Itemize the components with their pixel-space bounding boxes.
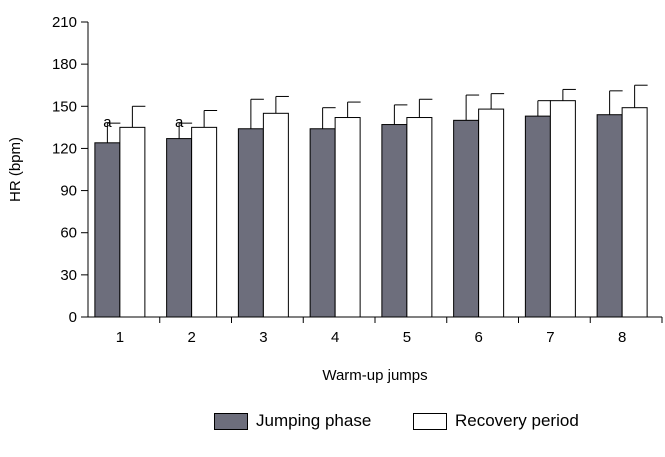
bar-recovery-period — [406, 117, 433, 318]
annotation-label: a — [175, 114, 184, 131]
x-tick-label: 3 — [259, 329, 267, 346]
chart: 0 30 60 90 120 150 180 210 HR (bpm) 1 2 3 4 5 6 7 8 a a War… — [7, 14, 663, 384]
bar-jumping-phase — [309, 128, 336, 318]
x-tick-label: 5 — [403, 329, 411, 346]
y-tick-label: 210 — [52, 14, 77, 31]
bar-jumping-phase — [94, 142, 121, 318]
bar-recovery-period — [334, 117, 361, 318]
bar-jumping-phase — [596, 114, 623, 318]
x-tick-label: 7 — [546, 329, 554, 346]
bar-jumping-phase — [166, 138, 193, 318]
bar-jumping-phase — [237, 128, 264, 318]
legend-label-jumping-phase: Jumping phase — [256, 411, 372, 430]
y-tick-label: 0 — [69, 309, 77, 326]
bar-recovery-period — [549, 100, 576, 318]
bar-jumping-phase — [453, 119, 480, 318]
bar-recovery-period — [119, 126, 146, 318]
y-tick-label: 150 — [52, 98, 77, 115]
bar-recovery-period — [621, 107, 648, 318]
y-tick-label: 120 — [52, 140, 77, 157]
x-axis-title: Warm-up jumps — [322, 367, 427, 384]
y-tick-label: 180 — [52, 56, 77, 73]
bar-recovery-period — [191, 126, 218, 318]
legend-swatch-recovery-period — [413, 412, 447, 430]
legend: Jumping phase Recovery period — [0, 411, 665, 437]
y-tick-label: 90 — [60, 183, 77, 200]
x-tick-label: 8 — [618, 329, 626, 346]
y-tick-label: 60 — [60, 225, 77, 242]
y-axis-title: HR (bpm) — [7, 137, 24, 202]
annotation-label: a — [103, 114, 112, 131]
legend-item-recovery-period: Recovery period — [413, 411, 579, 431]
x-tick-label: 6 — [474, 329, 482, 346]
y-tick-label: 30 — [60, 267, 77, 284]
legend-swatch-jumping-phase — [214, 412, 248, 430]
bar-jumping-phase — [381, 124, 408, 318]
x-tick-label: 2 — [187, 329, 195, 346]
bar-jumping-phase — [524, 115, 551, 318]
x-tick-label: 4 — [331, 329, 339, 346]
legend-label-recovery-period: Recovery period — [455, 411, 579, 430]
legend-item-jumping-phase: Jumping phase — [214, 411, 371, 431]
x-tick-label: 1 — [116, 329, 124, 346]
bar-recovery-period — [478, 108, 505, 318]
bar-recovery-period — [262, 112, 289, 318]
